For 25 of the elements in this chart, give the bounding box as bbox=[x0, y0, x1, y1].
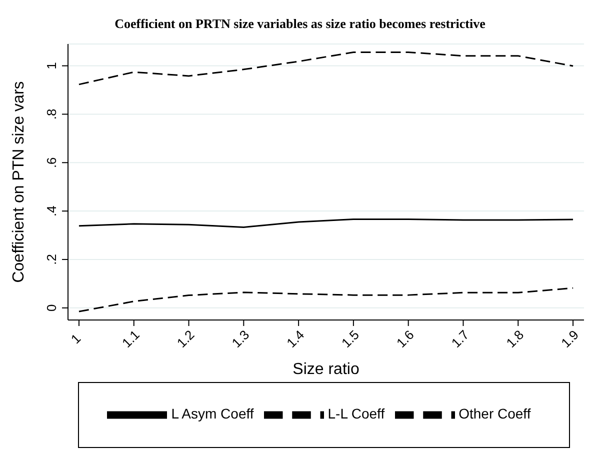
y-tick-label: 0 bbox=[44, 304, 59, 312]
line-series bbox=[78, 51, 574, 86]
y-tick-label: 1 bbox=[44, 62, 59, 70]
x-tick-label: 1.1 bbox=[118, 327, 142, 351]
x-tick-label: 1.6 bbox=[393, 327, 417, 351]
x-tick-label: 1.4 bbox=[284, 327, 308, 351]
x-tick-label: 1.5 bbox=[338, 327, 362, 351]
line-series bbox=[78, 287, 574, 312]
chart-title: Coefficient on PRTN size variables as size ratio becomes restrictive bbox=[114, 15, 486, 32]
x-tick-label: 1 bbox=[68, 330, 84, 347]
legend-label: L-L Coeff bbox=[328, 406, 385, 422]
y-tick-label: .2 bbox=[44, 254, 59, 265]
x-tick-label: 1.8 bbox=[503, 327, 527, 351]
y-tick-label: .6 bbox=[44, 157, 59, 168]
x-tick-label: 1.7 bbox=[448, 327, 472, 351]
x-tick-label: 1.2 bbox=[174, 327, 198, 351]
y-axis-title: Coefficient on PTN size vars bbox=[10, 81, 28, 283]
y-tick-label: .8 bbox=[44, 108, 59, 120]
x-tick-label: 1.9 bbox=[558, 327, 582, 351]
x-tick-label: 1.3 bbox=[228, 327, 252, 351]
line-series bbox=[78, 218, 574, 228]
legend-label: L Asym Coeff bbox=[171, 406, 254, 422]
y-tick-label: .4 bbox=[44, 206, 59, 216]
x-axis-title: Size ratio bbox=[292, 361, 360, 378]
legend-label: Other Coeff bbox=[458, 406, 531, 422]
